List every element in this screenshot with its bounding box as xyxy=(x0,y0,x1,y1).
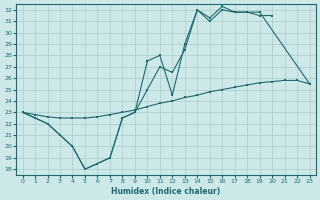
X-axis label: Humidex (Indice chaleur): Humidex (Indice chaleur) xyxy=(111,187,221,196)
